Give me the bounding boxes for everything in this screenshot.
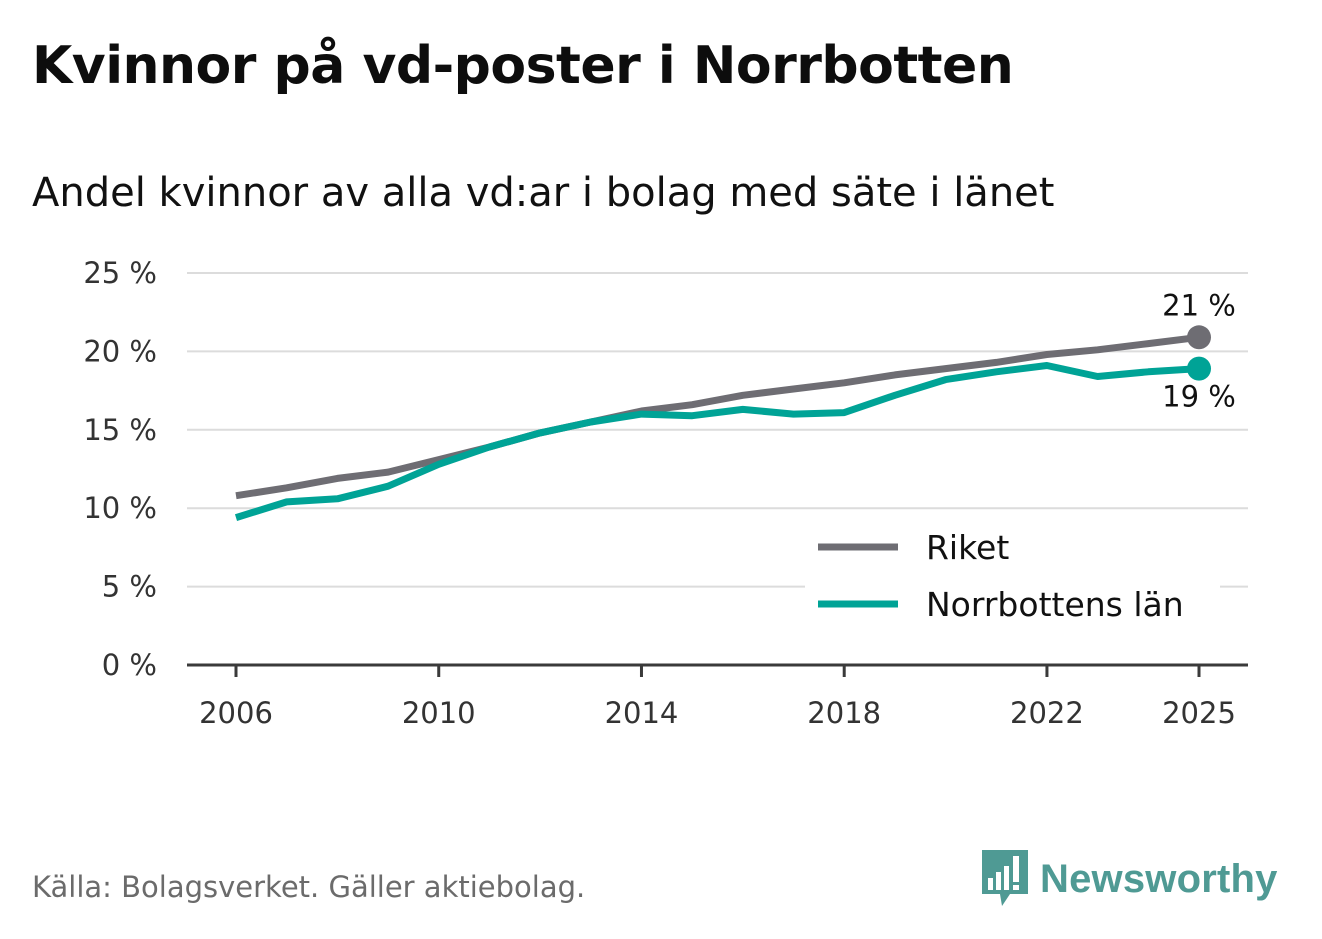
legend-label: Norrbottens län	[926, 585, 1184, 624]
brand-logo: Newsworthy	[980, 848, 1278, 910]
x-tick-label: 2014	[605, 696, 679, 730]
chart-subtitle: Andel kvinnor av alla vd:ar i bolag med …	[32, 170, 1055, 216]
y-tick-label: 25 %	[83, 256, 157, 290]
x-tick-label: 2010	[402, 696, 476, 730]
y-tick-label: 0 %	[102, 648, 157, 682]
y-tick-label: 15 %	[83, 413, 157, 447]
y-tick-label: 20 %	[83, 334, 157, 368]
x-tick-label: 2006	[199, 696, 273, 730]
legend-background	[805, 520, 1220, 635]
y-tick-label: 10 %	[83, 491, 157, 525]
series-end-label: 21 %	[1162, 288, 1236, 322]
source-note: Källa: Bolagsverket. Gäller aktiebolag.	[32, 870, 586, 904]
series-end-point	[1187, 356, 1211, 381]
bar-chart-speech-icon	[982, 850, 1028, 906]
series-layer: 21 % 19 %	[234, 288, 1236, 521]
chart-title: Kvinnor på vd-poster i Norrbotten	[32, 36, 1014, 96]
legend-label: Riket	[926, 528, 1009, 567]
brand-name: Newsworthy	[1040, 856, 1278, 901]
series-end-label: 19 %	[1162, 380, 1236, 414]
series-line	[234, 362, 1200, 521]
series-end-point	[1187, 325, 1211, 350]
legend: Riket Norrbottens län	[805, 520, 1220, 635]
y-tick-label: 5 %	[102, 570, 157, 604]
axis-layer: 0 % 5 % 10 % 15 % 20 % 25 % 2006 2010 2014 2018 20…	[83, 256, 1248, 730]
x-tick-label: 2022	[1010, 696, 1084, 730]
x-tick-label: 2025	[1162, 696, 1236, 730]
series-line	[235, 333, 1200, 500]
x-tick-label: 2018	[807, 696, 881, 730]
